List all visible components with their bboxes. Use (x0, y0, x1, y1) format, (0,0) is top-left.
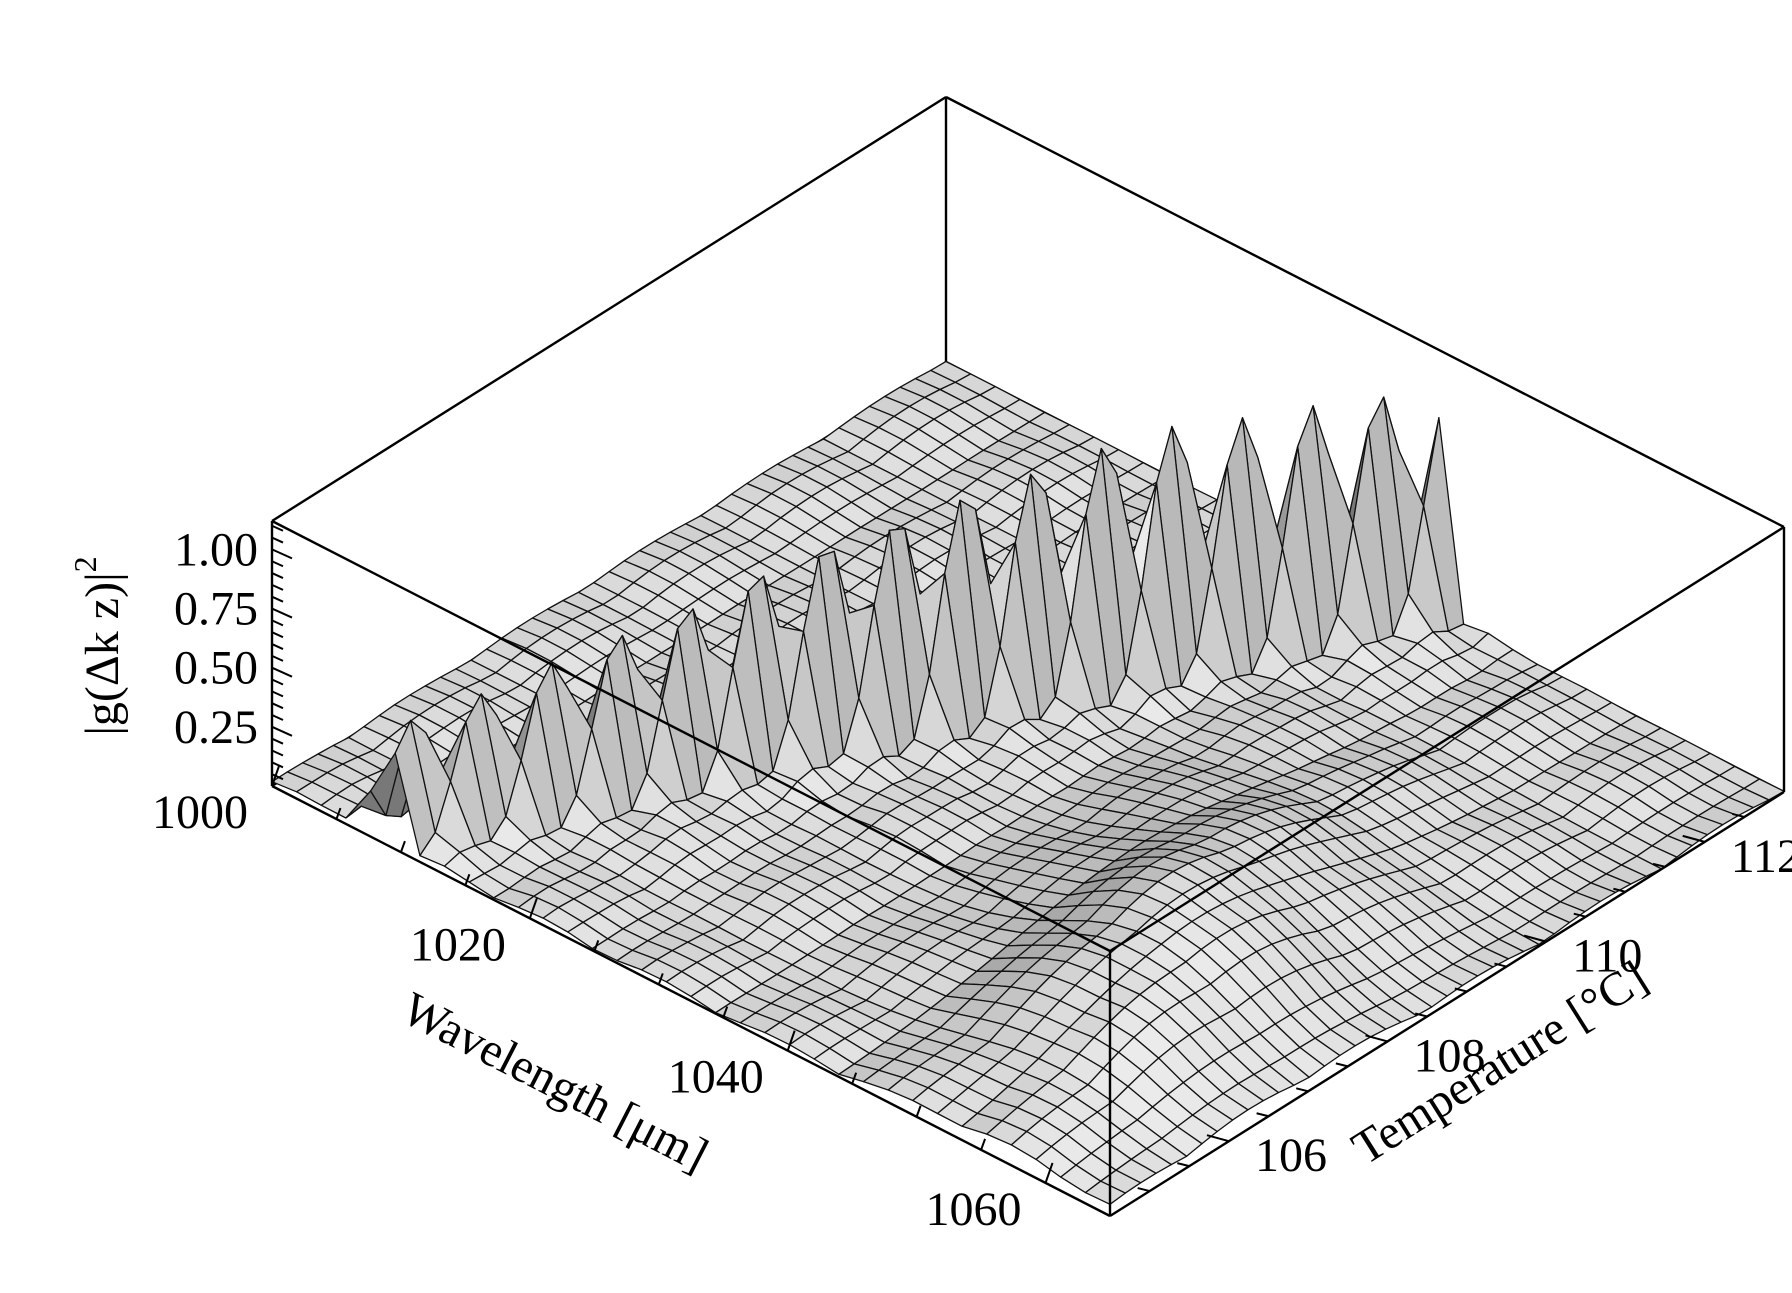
y-tick (1365, 1034, 1388, 1043)
x-minor-tick (722, 1006, 729, 1018)
z-axis-title-exponent: 2 (67, 556, 103, 572)
z-minor-tick (271, 654, 284, 662)
x-minor-tick (915, 1105, 922, 1118)
z-minor-tick (271, 524, 284, 532)
y-tick (1523, 934, 1547, 943)
y-minor-tick (1256, 1112, 1269, 1118)
z-tick-label: 0.25 (174, 701, 258, 754)
z-minor-tick (271, 714, 284, 721)
z-minor-tick (271, 761, 284, 769)
x-tick (1044, 1162, 1054, 1184)
x-tick-label: 1060 (926, 1183, 1022, 1236)
surface-mesh (271, 360, 1785, 1205)
y-minor-tick (1414, 1012, 1428, 1018)
box-edge-top-back (945, 95, 1785, 529)
z-minor-tick (271, 560, 284, 568)
box-edge-top-right (1109, 525, 1785, 953)
z-minor-tick (271, 536, 284, 544)
z-minor-tick (271, 572, 284, 579)
x-minor-tick (399, 840, 406, 853)
z-axis-title: |g(Δk z)|2 (67, 556, 129, 735)
z-tick-label: 0.75 (174, 583, 258, 636)
y-minor-tick (1177, 1162, 1190, 1168)
y-minor-tick (1494, 962, 1507, 968)
z-minor-tick (271, 631, 284, 639)
y-tick-label: 112 (1731, 830, 1792, 883)
x-minor-tick (657, 973, 664, 985)
z-minor-tick (271, 678, 284, 686)
z-minor-tick (271, 583, 284, 591)
x-tick (528, 897, 538, 919)
z-tick (271, 666, 293, 678)
z-minor-tick (271, 643, 284, 650)
box-edge-top-left (271, 95, 947, 523)
z-tick (271, 725, 293, 737)
y-minor-tick (1732, 812, 1745, 818)
z-minor-tick (271, 773, 284, 781)
x-minor-tick (464, 873, 471, 886)
z-axis-title-base: |g(Δk z)| (76, 572, 129, 735)
y-minor-tick (1652, 862, 1666, 868)
z-minor-tick (271, 749, 284, 757)
z-minor-tick (271, 619, 284, 627)
z-tick (271, 607, 293, 619)
box-edge-front-left (271, 784, 1111, 1218)
y-tick-label: 110 (1572, 930, 1642, 983)
z-tick-label: 0.50 (174, 642, 258, 695)
bounding-box-front (270, 95, 1786, 1218)
box-edge-top-front (271, 519, 1111, 953)
z-tick (271, 548, 293, 560)
x-minor-tick (851, 1072, 858, 1085)
box-edge-front-right (1109, 790, 1785, 1218)
x-tick (786, 1030, 796, 1051)
y-minor-tick (1335, 1062, 1349, 1068)
y-minor-tick (1613, 887, 1626, 893)
x-minor-tick (980, 1138, 987, 1151)
z-minor-tick (271, 737, 284, 745)
z-minor-tick (271, 690, 284, 698)
y-tick-label: 106 (1255, 1129, 1327, 1182)
y-minor-tick (1573, 912, 1587, 918)
y-tick (1206, 1134, 1230, 1143)
y-minor-tick (1295, 1087, 1309, 1093)
x-tick-label: 1040 (668, 1051, 764, 1104)
surface-facet (1084, 1180, 1126, 1205)
axis-ticks (271, 524, 1745, 1193)
x-minor-tick (593, 940, 600, 952)
z-minor-tick (271, 595, 284, 603)
y-tick-label: 108 (1414, 1029, 1486, 1082)
z-tick-label: 1.00 (174, 523, 258, 576)
y-minor-tick (1454, 987, 1468, 993)
x-tick-label: 1000 (152, 786, 248, 839)
y-minor-tick (1137, 1187, 1150, 1193)
z-minor-tick (271, 702, 284, 710)
y-tick (1682, 834, 1705, 843)
x-minor-tick (335, 807, 342, 820)
x-tick-label: 1020 (410, 918, 506, 971)
